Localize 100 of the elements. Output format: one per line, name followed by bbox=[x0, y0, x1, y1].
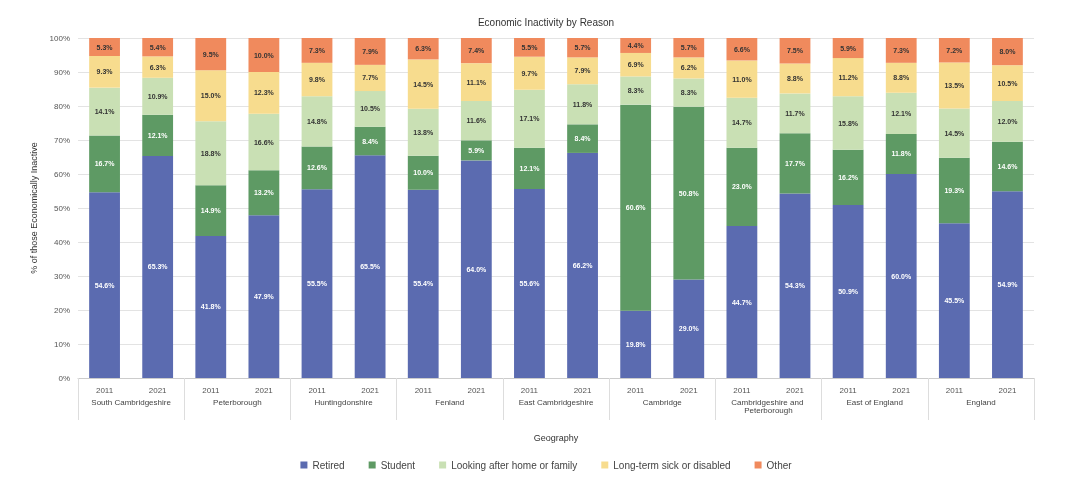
bar bbox=[195, 38, 227, 71]
y-tick-label: 40% bbox=[53, 237, 70, 247]
bar bbox=[248, 170, 280, 216]
bar bbox=[248, 72, 280, 114]
bar bbox=[779, 93, 811, 134]
x-tick-label: 2021 bbox=[573, 385, 592, 395]
bar bbox=[726, 97, 758, 148]
x-tick-label: 2021 bbox=[361, 385, 380, 395]
bar bbox=[142, 114, 174, 156]
text: Huntingdonshire bbox=[314, 397, 374, 407]
y-tick-label: 30% bbox=[53, 271, 70, 281]
bar bbox=[885, 38, 917, 63]
bar bbox=[142, 155, 174, 378]
bar bbox=[460, 63, 492, 101]
bar bbox=[779, 193, 811, 378]
bar bbox=[938, 38, 970, 63]
text: South Cambridgeshire bbox=[91, 397, 172, 407]
bar bbox=[938, 223, 970, 378]
bar bbox=[779, 133, 811, 194]
bar bbox=[726, 226, 758, 378]
bar bbox=[567, 84, 598, 125]
bar bbox=[885, 174, 917, 378]
y-axis-title: % of those Economically Inactive bbox=[28, 142, 39, 274]
bar bbox=[195, 235, 227, 378]
bar bbox=[460, 38, 492, 64]
bar bbox=[142, 56, 174, 78]
bar bbox=[832, 96, 864, 150]
bar bbox=[248, 215, 280, 378]
text: East Cambridgeshire bbox=[518, 397, 594, 407]
bar bbox=[992, 191, 1023, 378]
bar bbox=[567, 124, 598, 153]
bar bbox=[301, 96, 333, 147]
bar bbox=[832, 149, 864, 205]
x-tick-label: 2011 bbox=[520, 385, 539, 395]
bar bbox=[407, 189, 439, 378]
bar bbox=[514, 89, 545, 148]
text: England bbox=[966, 397, 996, 407]
bar bbox=[885, 92, 917, 134]
bar bbox=[726, 60, 758, 98]
x-tick-label: 2011 bbox=[627, 385, 645, 395]
bar bbox=[514, 147, 545, 189]
bar bbox=[195, 121, 227, 186]
bar bbox=[89, 56, 120, 88]
bar bbox=[407, 108, 439, 156]
x-axis-title: Geography bbox=[533, 432, 579, 443]
bar bbox=[301, 146, 333, 190]
bar bbox=[195, 185, 227, 236]
y-tick-label: 80% bbox=[53, 101, 70, 111]
x-tick-label: 2021 bbox=[148, 385, 168, 395]
bar bbox=[354, 155, 386, 378]
text: Cambridge bbox=[642, 397, 683, 407]
bar bbox=[992, 38, 1023, 66]
bar bbox=[354, 91, 386, 127]
text: East of England bbox=[846, 397, 903, 407]
x-tick-label: 2011 bbox=[839, 385, 858, 395]
bar bbox=[567, 57, 598, 85]
x-tick-label: 2021 bbox=[467, 385, 486, 395]
x-tick-label: 2021 bbox=[892, 385, 911, 395]
bar bbox=[938, 157, 970, 224]
bar bbox=[673, 57, 705, 79]
bar bbox=[514, 188, 545, 378]
bar bbox=[142, 77, 174, 115]
legend-label: Other bbox=[766, 459, 793, 471]
bar bbox=[354, 126, 386, 156]
y-tick-label: 70% bbox=[53, 135, 70, 145]
bar bbox=[354, 64, 386, 92]
bar bbox=[301, 189, 333, 378]
bar bbox=[726, 147, 758, 227]
y-tick-label: 10% bbox=[53, 339, 70, 349]
bar bbox=[301, 38, 333, 63]
bar bbox=[620, 104, 652, 311]
bar bbox=[992, 100, 1023, 142]
bar bbox=[460, 160, 492, 378]
bar bbox=[620, 310, 652, 378]
text: Fenland bbox=[435, 397, 465, 407]
y-tick-label: 90% bbox=[53, 67, 70, 77]
y-tick-label: 60% bbox=[53, 169, 70, 179]
x-tick-label: 2011 bbox=[414, 385, 433, 395]
x-tick-label: 2011 bbox=[733, 385, 752, 395]
bar bbox=[673, 106, 705, 280]
bar bbox=[992, 65, 1023, 101]
y-tick-label: 50% bbox=[53, 203, 70, 213]
bar bbox=[992, 141, 1023, 192]
bar bbox=[89, 192, 120, 378]
chart-title: Economic Inactivity by Reason bbox=[477, 16, 615, 28]
bar bbox=[620, 76, 652, 105]
bar bbox=[248, 38, 280, 72]
legend-label: Long-term sick or disabled bbox=[613, 459, 731, 471]
x-tick-label: 2021 bbox=[254, 385, 274, 395]
bar bbox=[89, 135, 120, 193]
bar bbox=[195, 70, 227, 122]
x-tick-label: 2021 bbox=[679, 385, 699, 395]
bar bbox=[885, 133, 917, 174]
x-tick-label: 2011 bbox=[202, 385, 220, 395]
x-tick-label: 2011 bbox=[308, 385, 327, 395]
bar bbox=[514, 38, 545, 57]
y-tick-label: 0% bbox=[58, 373, 70, 383]
bar bbox=[301, 62, 333, 97]
bar bbox=[89, 87, 120, 136]
bar bbox=[354, 38, 386, 65]
